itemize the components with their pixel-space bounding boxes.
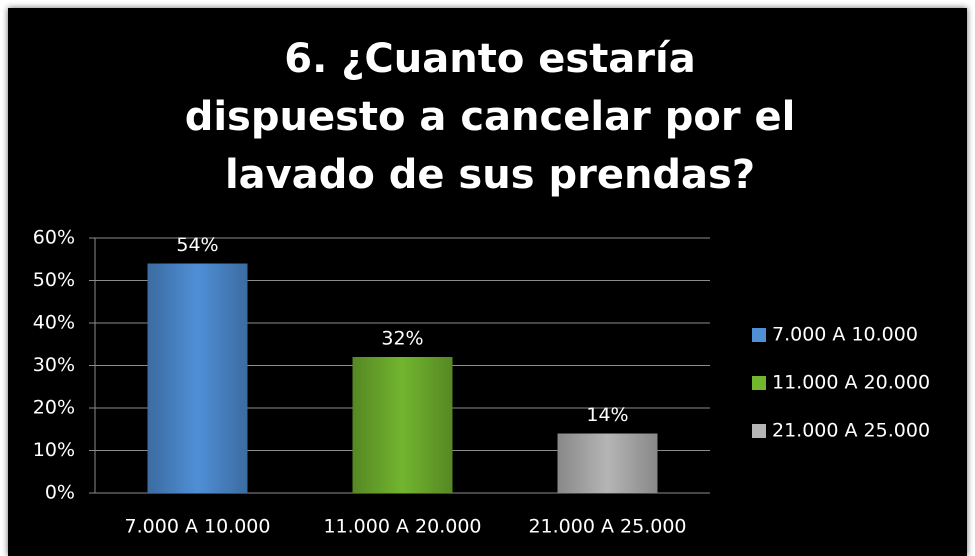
legend-label: 21.000 A 25.000 [772,420,930,442]
y-tick-label: 60% [33,227,75,249]
bar-shading [147,263,248,493]
y-tick-label: 0% [45,482,75,504]
y-tick-label: 30% [33,354,75,376]
x-tick-label: 21.000 A 25.000 [528,516,686,538]
legend-swatch [752,328,766,342]
x-tick-label: 11.000 A 20.000 [323,516,481,538]
data-label: 14% [586,404,628,426]
legend-label: 7.000 A 10.000 [772,324,918,346]
y-tick-label: 20% [33,397,75,419]
chart-title: 6. ¿Cuanto estaría dispuesto a cancelar … [184,36,796,198]
x-tick-label: 7.000 A 10.000 [125,516,271,538]
data-label: 32% [381,328,423,350]
y-tick-label: 10% [33,439,75,461]
data-label: 54% [176,234,218,256]
bar-shading [557,433,658,493]
legend-swatch [752,376,766,390]
legend-label: 11.000 A 20.000 [772,372,930,394]
bar-shading [352,357,453,493]
legend-swatch [752,424,766,438]
y-tick-label: 50% [33,269,75,291]
y-tick-label: 40% [33,312,75,334]
